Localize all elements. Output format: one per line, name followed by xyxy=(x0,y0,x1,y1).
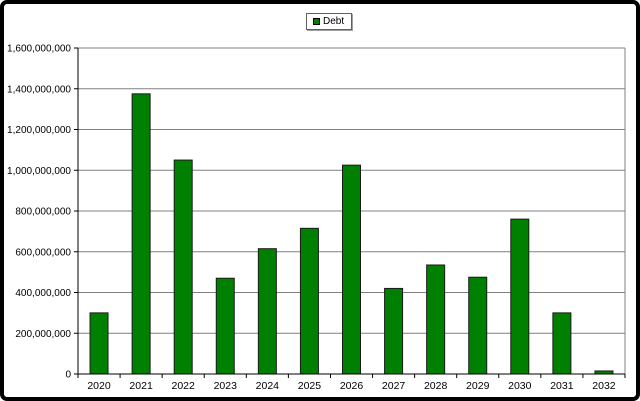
y-axis-label: 400,000,000 xyxy=(15,288,71,299)
x-axis-label: 2021 xyxy=(129,380,153,392)
bar-2023 xyxy=(215,277,235,375)
bar-2030 xyxy=(510,218,530,375)
bar-2025 xyxy=(299,227,319,375)
x-axis-label: 2022 xyxy=(172,380,196,392)
bar-2020 xyxy=(89,312,109,375)
x-axis-label: 2031 xyxy=(550,380,574,392)
y-axis-label: 1,400,000,000 xyxy=(7,84,71,95)
legend: Debt xyxy=(306,13,353,30)
y-axis-label: 800,000,000 xyxy=(15,207,71,218)
bar-2031 xyxy=(552,312,572,375)
x-axis-label: 2028 xyxy=(424,380,448,392)
legend-marker-icon xyxy=(313,18,320,25)
y-axis-label: 1,600,000,000 xyxy=(7,44,71,55)
y-axis-label: 200,000,000 xyxy=(15,329,71,340)
x-axis-label: 2032 xyxy=(592,380,616,392)
bar-2022 xyxy=(173,159,193,375)
bar-2026 xyxy=(342,164,361,375)
y-axis-label: 1,000,000,000 xyxy=(7,166,71,177)
x-axis-label: 2025 xyxy=(298,380,322,392)
x-axis-label: 2026 xyxy=(340,380,364,392)
bar-2029 xyxy=(468,276,488,375)
y-axis-label: 600,000,000 xyxy=(15,247,71,258)
x-axis-label: 2029 xyxy=(466,380,490,392)
bar-2028 xyxy=(426,264,446,375)
x-axis-label: 2027 xyxy=(382,380,406,392)
bar-2024 xyxy=(257,248,277,375)
x-axis-label: 2024 xyxy=(256,380,280,392)
x-axis-label: 2023 xyxy=(214,380,238,392)
bar-2027 xyxy=(384,287,404,375)
bar-2021 xyxy=(131,93,151,375)
legend-label: Debt xyxy=(323,15,345,27)
bar-chart: 0 200,000,000 400,000,000 600,000,000 800,00… xyxy=(7,44,626,392)
x-axis-label: 2030 xyxy=(508,380,532,392)
y-axis-label: 1,200,000,000 xyxy=(7,125,71,136)
y-axis-label: 0 xyxy=(65,370,71,381)
x-axis-label: 2020 xyxy=(87,380,111,392)
